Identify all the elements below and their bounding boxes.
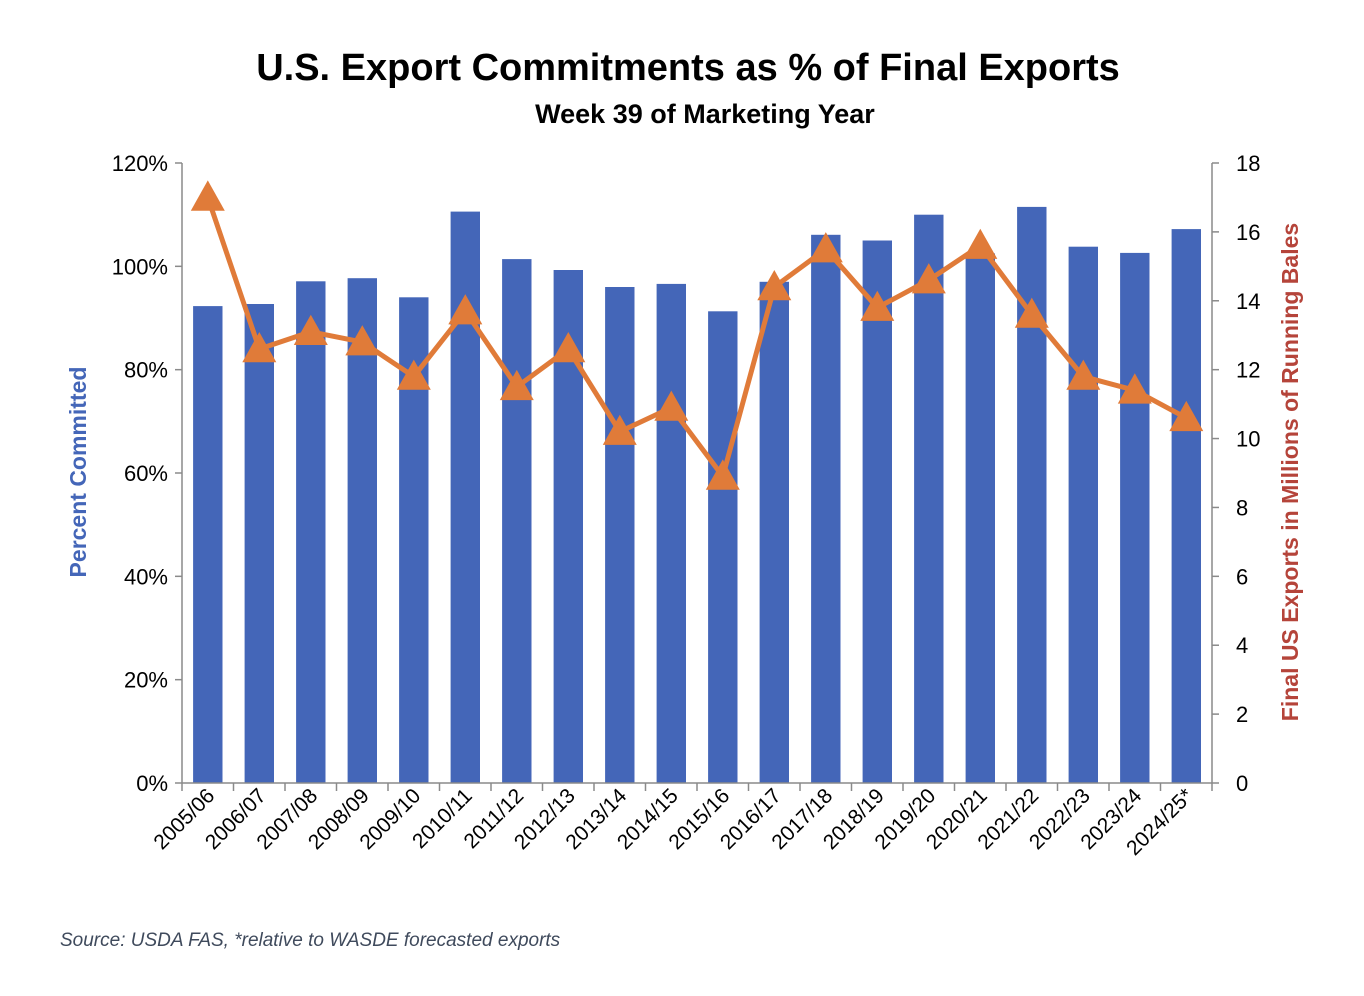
bar-201718 <box>811 234 841 784</box>
line-marker-200809 <box>345 325 380 356</box>
line-marker-201516 <box>705 459 740 490</box>
line-marker-200506 <box>190 180 225 211</box>
right-tick-label: 8 <box>1236 495 1248 520</box>
bar-200506 <box>193 306 223 783</box>
left-tick-label: 0% <box>136 771 168 796</box>
line-marker-201819 <box>860 290 895 321</box>
bar-201415 <box>656 283 686 783</box>
right-axis-ticks: 0 2 4 6 8 10 12 14 16 18 <box>1212 151 1260 796</box>
right-tick-label: 18 <box>1236 151 1260 176</box>
left-axis-label: Percent Committed <box>65 367 91 578</box>
left-tick-label: 80% <box>124 358 168 383</box>
line-marker-200607 <box>242 332 277 363</box>
bar-201617 <box>759 281 789 783</box>
source-note: Source: USDA FAS, *relative to WASDE for… <box>60 930 561 951</box>
bar-202324 <box>1120 252 1150 783</box>
left-tick-label: 20% <box>124 668 168 693</box>
line-marker-200910 <box>396 359 431 390</box>
bar-201516 <box>708 311 738 783</box>
left-tick-label: 120% <box>112 151 168 176</box>
right-tick-label: 2 <box>1236 702 1248 727</box>
line-marker-202021 <box>963 228 998 259</box>
line-marker-201415 <box>654 390 689 421</box>
left-axis-ticks: 0% 20% 40% 60% 80% 100% 120% <box>112 151 182 796</box>
bar-201920 <box>914 214 944 783</box>
left-tick-label: 40% <box>124 564 168 589</box>
right-tick-label: 12 <box>1236 358 1260 383</box>
bar-201819 <box>862 240 892 783</box>
bar-202021 <box>965 253 995 783</box>
bar-200708 <box>296 281 326 783</box>
bar-201112 <box>502 259 532 784</box>
right-axis-label: Final US Exports in Millions of Running … <box>1277 223 1303 721</box>
right-tick-label: 4 <box>1236 633 1248 658</box>
line-marker-201718 <box>808 232 843 263</box>
left-tick-label: 100% <box>112 254 168 279</box>
bar-202223 <box>1068 246 1098 783</box>
right-tick-label: 0 <box>1236 771 1248 796</box>
right-tick-label: 16 <box>1236 220 1260 245</box>
left-tick-label: 60% <box>124 461 168 486</box>
bar-200809 <box>347 278 377 783</box>
bar-series <box>193 206 1201 784</box>
line-marker-202223 <box>1066 359 1101 390</box>
bar-200607 <box>244 304 274 783</box>
axes <box>181 163 1213 791</box>
bar-202425 <box>1171 229 1201 784</box>
line-marker-201112 <box>499 369 534 401</box>
line-marker-201213 <box>551 332 586 363</box>
bar-201314 <box>605 287 635 783</box>
line-marker-202425 <box>1169 400 1204 432</box>
line-series <box>190 180 1204 490</box>
bar-202122 <box>1017 206 1047 783</box>
line-marker-202122 <box>1014 297 1049 328</box>
right-tick-label: 6 <box>1236 564 1248 589</box>
line-marker-202324 <box>1117 373 1152 404</box>
right-tick-label: 14 <box>1236 289 1260 314</box>
right-tick-label: 10 <box>1236 427 1260 452</box>
chart-subtitle: Week 39 of Marketing Year <box>535 99 875 129</box>
line-marker-201314 <box>602 414 637 445</box>
chart-title: U.S. Export Commitments as % of Final Ex… <box>256 47 1120 89</box>
line-marker-201617 <box>757 270 792 301</box>
category-labels: 2005/062006/072007/082008/092009/102010/… <box>149 784 1197 860</box>
line-marker-200708 <box>293 314 328 345</box>
line-marker-201011 <box>448 294 483 325</box>
line-marker-201920 <box>911 263 946 294</box>
